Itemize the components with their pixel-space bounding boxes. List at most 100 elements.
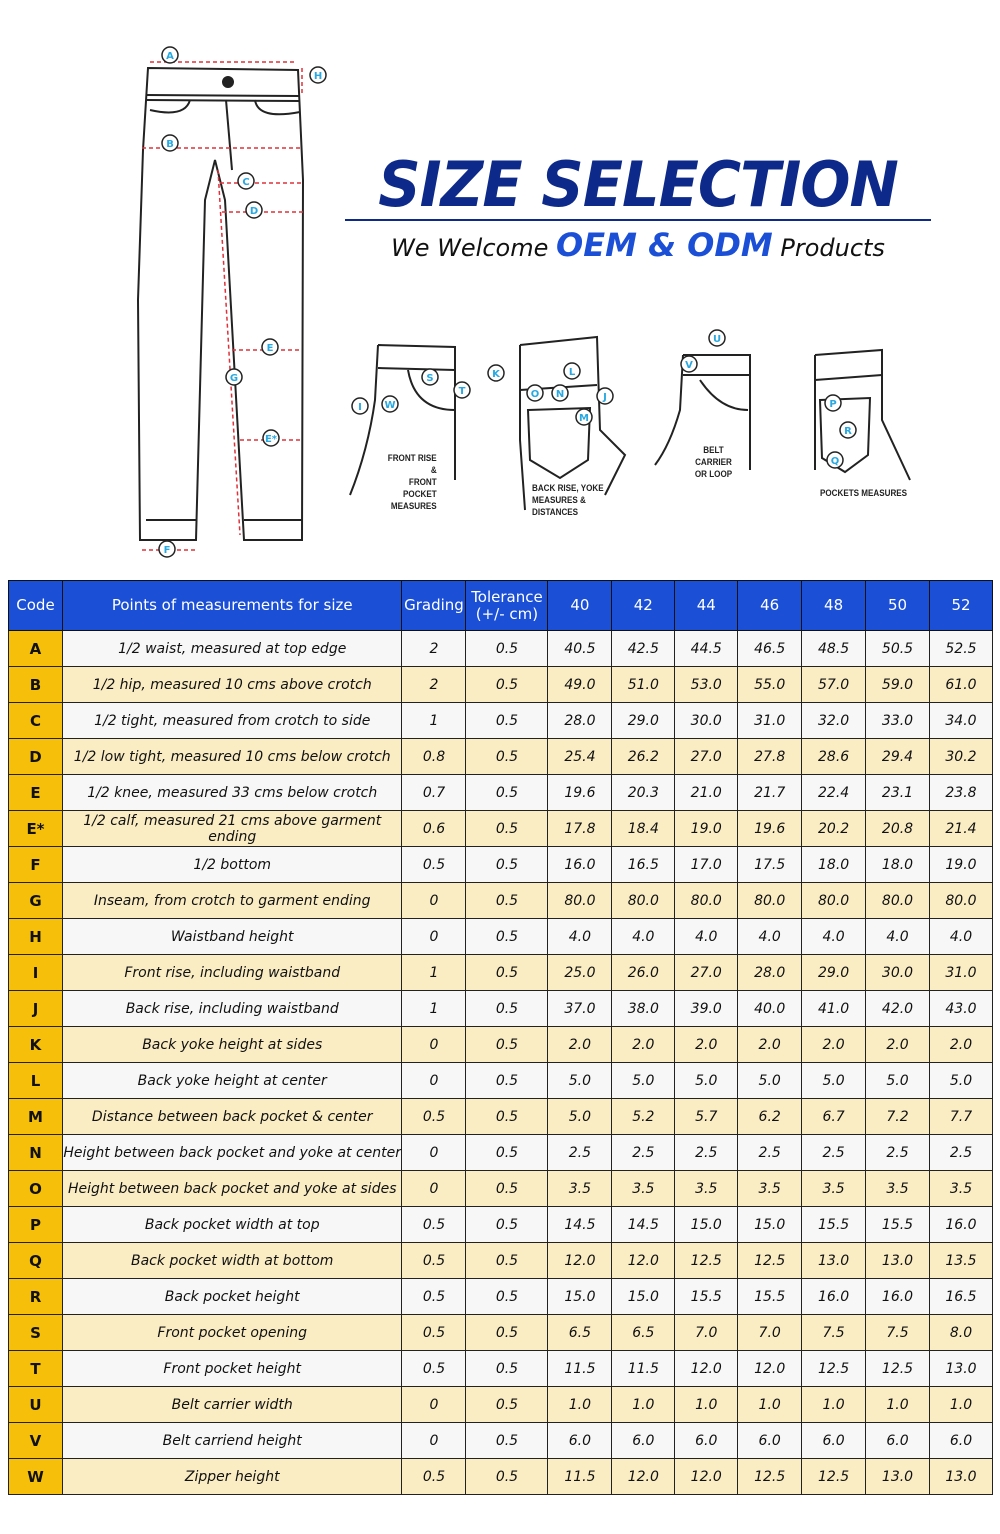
size-value-cell: 31.0 <box>737 702 803 739</box>
measurement-label-circles: A H B C D E G E* F I W S T K L O N J M U V P R Q <box>158 46 857 558</box>
size-value-cell: 1.0 <box>547 1386 613 1423</box>
label-letter: G <box>230 373 238 384</box>
size-value-cell: 23.1 <box>865 774 930 811</box>
tolerance-cell: 0.5 <box>465 630 549 667</box>
header-tolerance: Tolerance (+/- cm) <box>465 580 549 631</box>
size-value-cell: 50.5 <box>865 630 930 667</box>
size-value-cell: 37.0 <box>547 990 613 1027</box>
code-cell: J <box>8 990 63 1027</box>
measurement-label: P <box>824 394 842 412</box>
size-value-cell: 53.0 <box>674 666 739 703</box>
size-value-cell: 40.0 <box>737 990 803 1027</box>
size-value-cell: 40.5 <box>547 630 613 667</box>
measurement-label: A <box>161 46 179 64</box>
label-letter: A <box>166 51 174 62</box>
label-circle <box>551 384 569 402</box>
size-value-cell: 3.5 <box>928 1170 994 1207</box>
size-value-cell: 16.0 <box>547 846 613 883</box>
label-circle <box>839 421 857 439</box>
size-value-cell: 80.0 <box>547 882 613 919</box>
grading-cell: 0 <box>401 918 467 955</box>
size-value-cell: 12.5 <box>737 1242 803 1279</box>
size-value-cell: 11.5 <box>611 1350 676 1387</box>
table-row: V Belt carriend height 0 0.5 6.0 6.0 6.0 6.0 6.0… <box>8 1422 994 1459</box>
header-size: 46 <box>737 580 803 631</box>
measurement-label: B <box>161 134 179 152</box>
size-value-cell: 52.5 <box>928 630 994 667</box>
code-cell: D <box>8 738 63 775</box>
label-letter: T <box>459 386 466 397</box>
table-body: A 1/2 waist, measured at top edge 2 0.5 40.5… <box>8 630 994 1495</box>
size-value-cell: 28.0 <box>547 702 613 739</box>
measurement-label: D <box>245 201 263 219</box>
table-row: E* 1/2 calf, measured 21 cms above garmen… <box>8 810 994 847</box>
measurement-point-cell: 1/2 hip, measured 10 cms above crotch <box>61 666 403 703</box>
measurement-label: C <box>237 172 255 190</box>
tolerance-cell: 0.5 <box>465 702 549 739</box>
label-circle <box>381 395 399 413</box>
size-value-cell: 7.0 <box>737 1314 803 1351</box>
size-value-cell: 4.0 <box>674 918 739 955</box>
size-value-cell: 21.7 <box>737 774 803 811</box>
code-cell: E* <box>8 810 63 847</box>
measurement-point-cell: Belt carrier width <box>61 1386 403 1423</box>
code-cell: P <box>8 1206 63 1243</box>
size-value-cell: 12.0 <box>611 1458 676 1495</box>
code-cell: A <box>8 630 63 667</box>
code-cell: V <box>8 1422 63 1459</box>
size-value-cell: 80.0 <box>865 882 930 919</box>
header-size: 44 <box>674 580 739 631</box>
size-value-cell: 4.0 <box>801 918 867 955</box>
size-value-cell: 18.0 <box>865 846 930 883</box>
size-value-cell: 3.5 <box>801 1170 867 1207</box>
label-letter: Q <box>831 456 840 467</box>
size-value-cell: 33.0 <box>865 702 930 739</box>
tolerance-cell: 0.5 <box>465 846 549 883</box>
measurement-label: Q <box>826 451 844 469</box>
label-letter: M <box>579 413 589 424</box>
size-value-cell: 23.8 <box>928 774 994 811</box>
size-value-cell: 12.5 <box>865 1350 930 1387</box>
size-value-cell: 80.0 <box>737 882 803 919</box>
size-value-cell: 5.0 <box>674 1062 739 1099</box>
label-circle <box>575 408 593 426</box>
size-value-cell: 17.8 <box>547 810 613 847</box>
tolerance-cell: 0.5 <box>465 1170 549 1207</box>
measurement-point-cell: Belt carriend height <box>61 1422 403 1459</box>
code-cell: T <box>8 1350 63 1387</box>
size-value-cell: 2.5 <box>611 1134 676 1171</box>
size-value-cell: 15.5 <box>801 1206 867 1243</box>
table-row: L Back yoke height at center 0 0.5 5.0 5.0 5.0… <box>8 1062 994 1099</box>
grading-cell: 1 <box>401 702 467 739</box>
grading-cell: 0.7 <box>401 774 467 811</box>
size-value-cell: 48.5 <box>801 630 867 667</box>
size-value-cell: 8.0 <box>928 1314 994 1351</box>
size-value-cell: 31.0 <box>928 954 994 991</box>
size-value-cell: 16.0 <box>801 1278 867 1315</box>
measurement-label: U <box>708 329 726 347</box>
caption-front: FRONT RISE & FRONT POCKET MEASURES <box>384 453 437 513</box>
subtitle-prefix: We Welcome <box>391 234 549 262</box>
grading-cell: 0.5 <box>401 1278 467 1315</box>
code-cell: W <box>8 1458 63 1495</box>
size-value-cell: 18.0 <box>801 846 867 883</box>
grading-cell: 0 <box>401 1026 467 1063</box>
measurement-label: I <box>351 397 369 415</box>
size-value-cell: 1.0 <box>865 1386 930 1423</box>
measurement-point-cell: Front pocket opening <box>61 1314 403 1351</box>
tolerance-cell: 0.5 <box>465 738 549 775</box>
table-row: E 1/2 knee, measured 33 cms below crotch 0… <box>8 774 994 811</box>
code-cell: K <box>8 1026 63 1063</box>
size-value-cell: 17.0 <box>674 846 739 883</box>
size-value-cell: 34.0 <box>928 702 994 739</box>
grading-cell: 0.5 <box>401 1098 467 1135</box>
label-circle <box>161 134 179 152</box>
size-value-cell: 2.0 <box>928 1026 994 1063</box>
measurement-label: S <box>421 368 439 386</box>
code-cell: G <box>8 882 63 919</box>
caption-line: FRONT RISE & <box>387 453 437 476</box>
measurement-label: N <box>551 384 569 402</box>
label-letter: L <box>569 367 576 378</box>
size-value-cell: 27.0 <box>674 738 739 775</box>
size-value-cell: 6.0 <box>547 1422 613 1459</box>
